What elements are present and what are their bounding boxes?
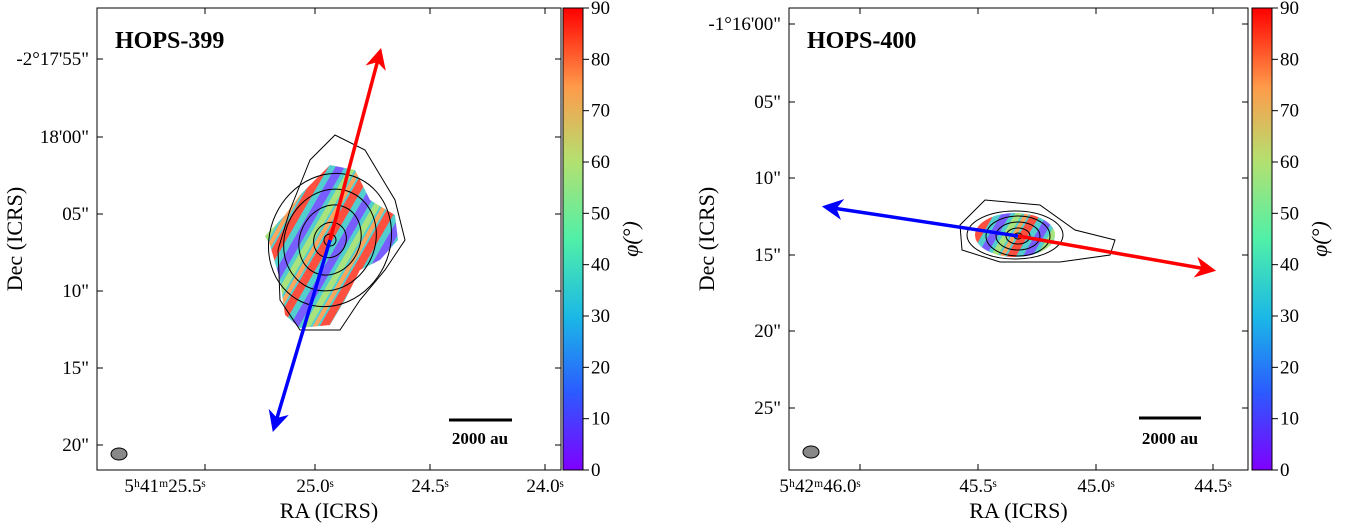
colorbar-tick-label: 30	[591, 306, 610, 327]
colorbar-tick-label: 70	[1280, 101, 1299, 122]
x-axis-label: RA (ICRS)	[969, 498, 1067, 523]
colorbar-tick-label: 90	[1280, 0, 1299, 19]
panel-title: HOPS-400	[807, 28, 916, 54]
colorbar-label: φ(°)	[618, 221, 643, 257]
colorbar-tick-label: 0	[1280, 460, 1290, 481]
colorbar-tick-label: 20	[1280, 357, 1299, 378]
colorbar-tick-label: 30	[1280, 306, 1299, 327]
y-tick-label: -1°16'00"	[708, 14, 781, 35]
colorbar-tick-label: 10	[1280, 409, 1299, 430]
colorbar	[1251, 7, 1273, 471]
x-tick-label: 45.0ˢ	[1077, 476, 1114, 497]
colorbar-tick-label: 40	[1280, 255, 1299, 276]
y-tick-label: 25"	[754, 398, 781, 419]
panel-title: HOPS-399	[115, 28, 224, 54]
colorbar	[562, 7, 584, 471]
map-hops-400	[802, 199, 1217, 459]
scalebar-label: 2000 au	[1142, 429, 1198, 448]
colorbar-tick-label: 60	[591, 152, 610, 173]
x-tick-label: 24.0ˢ	[526, 476, 563, 497]
colorbar-tick-label: 50	[591, 203, 610, 224]
colorbar-tick-label: 80	[591, 49, 610, 70]
y-tick-label: 05"	[754, 92, 781, 113]
colorbar-tick-label: 50	[1280, 203, 1299, 224]
map-hops-399	[110, 47, 512, 461]
colorbar-tick-label: 40	[591, 255, 610, 276]
y-tick-label: 20"	[754, 321, 781, 342]
colorbar-tick-label: 20	[591, 357, 610, 378]
y-tick-label: 05"	[62, 204, 89, 225]
y-tick-label: 15"	[754, 245, 781, 266]
y-tick-label: 10"	[62, 281, 89, 302]
axes-frame	[788, 7, 1249, 471]
x-axis-label: RA (ICRS)	[280, 498, 378, 523]
y-axis-label: Dec (ICRS)	[694, 187, 719, 291]
colorbar-tick-label: 10	[591, 409, 610, 430]
y-axis-label: Dec (ICRS)	[2, 187, 27, 291]
colorbar-tick-label: 70	[591, 101, 610, 122]
y-tick-label: 18'00"	[40, 127, 89, 148]
y-tick-label: 15"	[62, 358, 89, 379]
x-tick-label: 5ʰ41ᵐ25.5ˢ	[124, 476, 205, 497]
colorbar-tick-label: 90	[591, 0, 610, 19]
x-tick-label: 24.5ˢ	[411, 476, 448, 497]
y-tick-label: 10"	[754, 168, 781, 189]
colorbar-label: φ(°)	[1307, 221, 1332, 257]
scalebar-label: 2000 au	[452, 429, 508, 448]
axes-frame	[96, 7, 562, 471]
x-tick-label: 5ʰ42ᵐ46.0ˢ	[779, 476, 860, 497]
x-tick-label: 25.0ˢ	[296, 476, 333, 497]
x-tick-label: 45.5ˢ	[959, 476, 996, 497]
y-tick-label: -2°17'55"	[16, 49, 89, 70]
colorbar-tick-label: 0	[591, 460, 601, 481]
y-tick-label: 20"	[62, 435, 89, 456]
colorbar-tick-label: 80	[1280, 49, 1299, 70]
colorbar-tick-label: 60	[1280, 152, 1299, 173]
x-tick-label: 44.5ˢ	[1194, 476, 1231, 497]
